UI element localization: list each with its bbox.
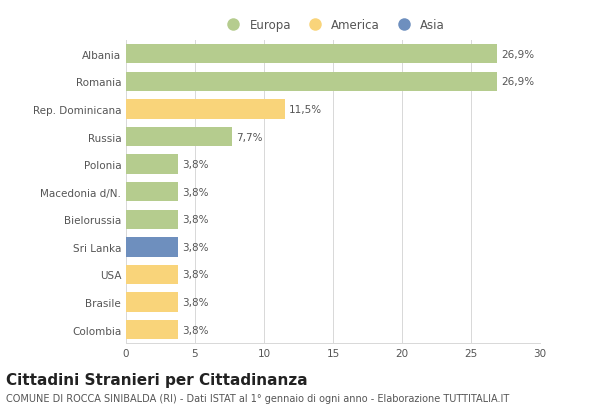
Bar [126, 72, 497, 92]
Text: Cittadini Stranieri per Cittadinanza: Cittadini Stranieri per Cittadinanza [6, 372, 308, 387]
Bar [126, 320, 178, 339]
Text: 7,7%: 7,7% [236, 132, 263, 142]
Bar [126, 182, 178, 202]
Text: COMUNE DI ROCCA SINIBALDA (RI) - Dati ISTAT al 1° gennaio di ogni anno - Elabora: COMUNE DI ROCCA SINIBALDA (RI) - Dati IS… [6, 393, 509, 402]
Bar [126, 45, 497, 64]
Bar [126, 265, 178, 284]
Legend: Europa, America, Asia: Europa, America, Asia [219, 16, 447, 34]
Text: 3,8%: 3,8% [182, 160, 209, 170]
Text: 3,8%: 3,8% [182, 187, 209, 197]
Bar [126, 100, 285, 119]
Text: 3,8%: 3,8% [182, 270, 209, 280]
Bar [126, 128, 232, 147]
Text: 3,8%: 3,8% [182, 215, 209, 225]
Bar [126, 293, 178, 312]
Bar [126, 155, 178, 174]
Text: 3,8%: 3,8% [182, 242, 209, 252]
Text: 26,9%: 26,9% [502, 77, 535, 87]
Text: 3,8%: 3,8% [182, 297, 209, 307]
Bar [126, 210, 178, 229]
Text: 3,8%: 3,8% [182, 325, 209, 335]
Text: 11,5%: 11,5% [289, 105, 322, 115]
Text: 26,9%: 26,9% [502, 49, 535, 60]
Bar [126, 238, 178, 257]
